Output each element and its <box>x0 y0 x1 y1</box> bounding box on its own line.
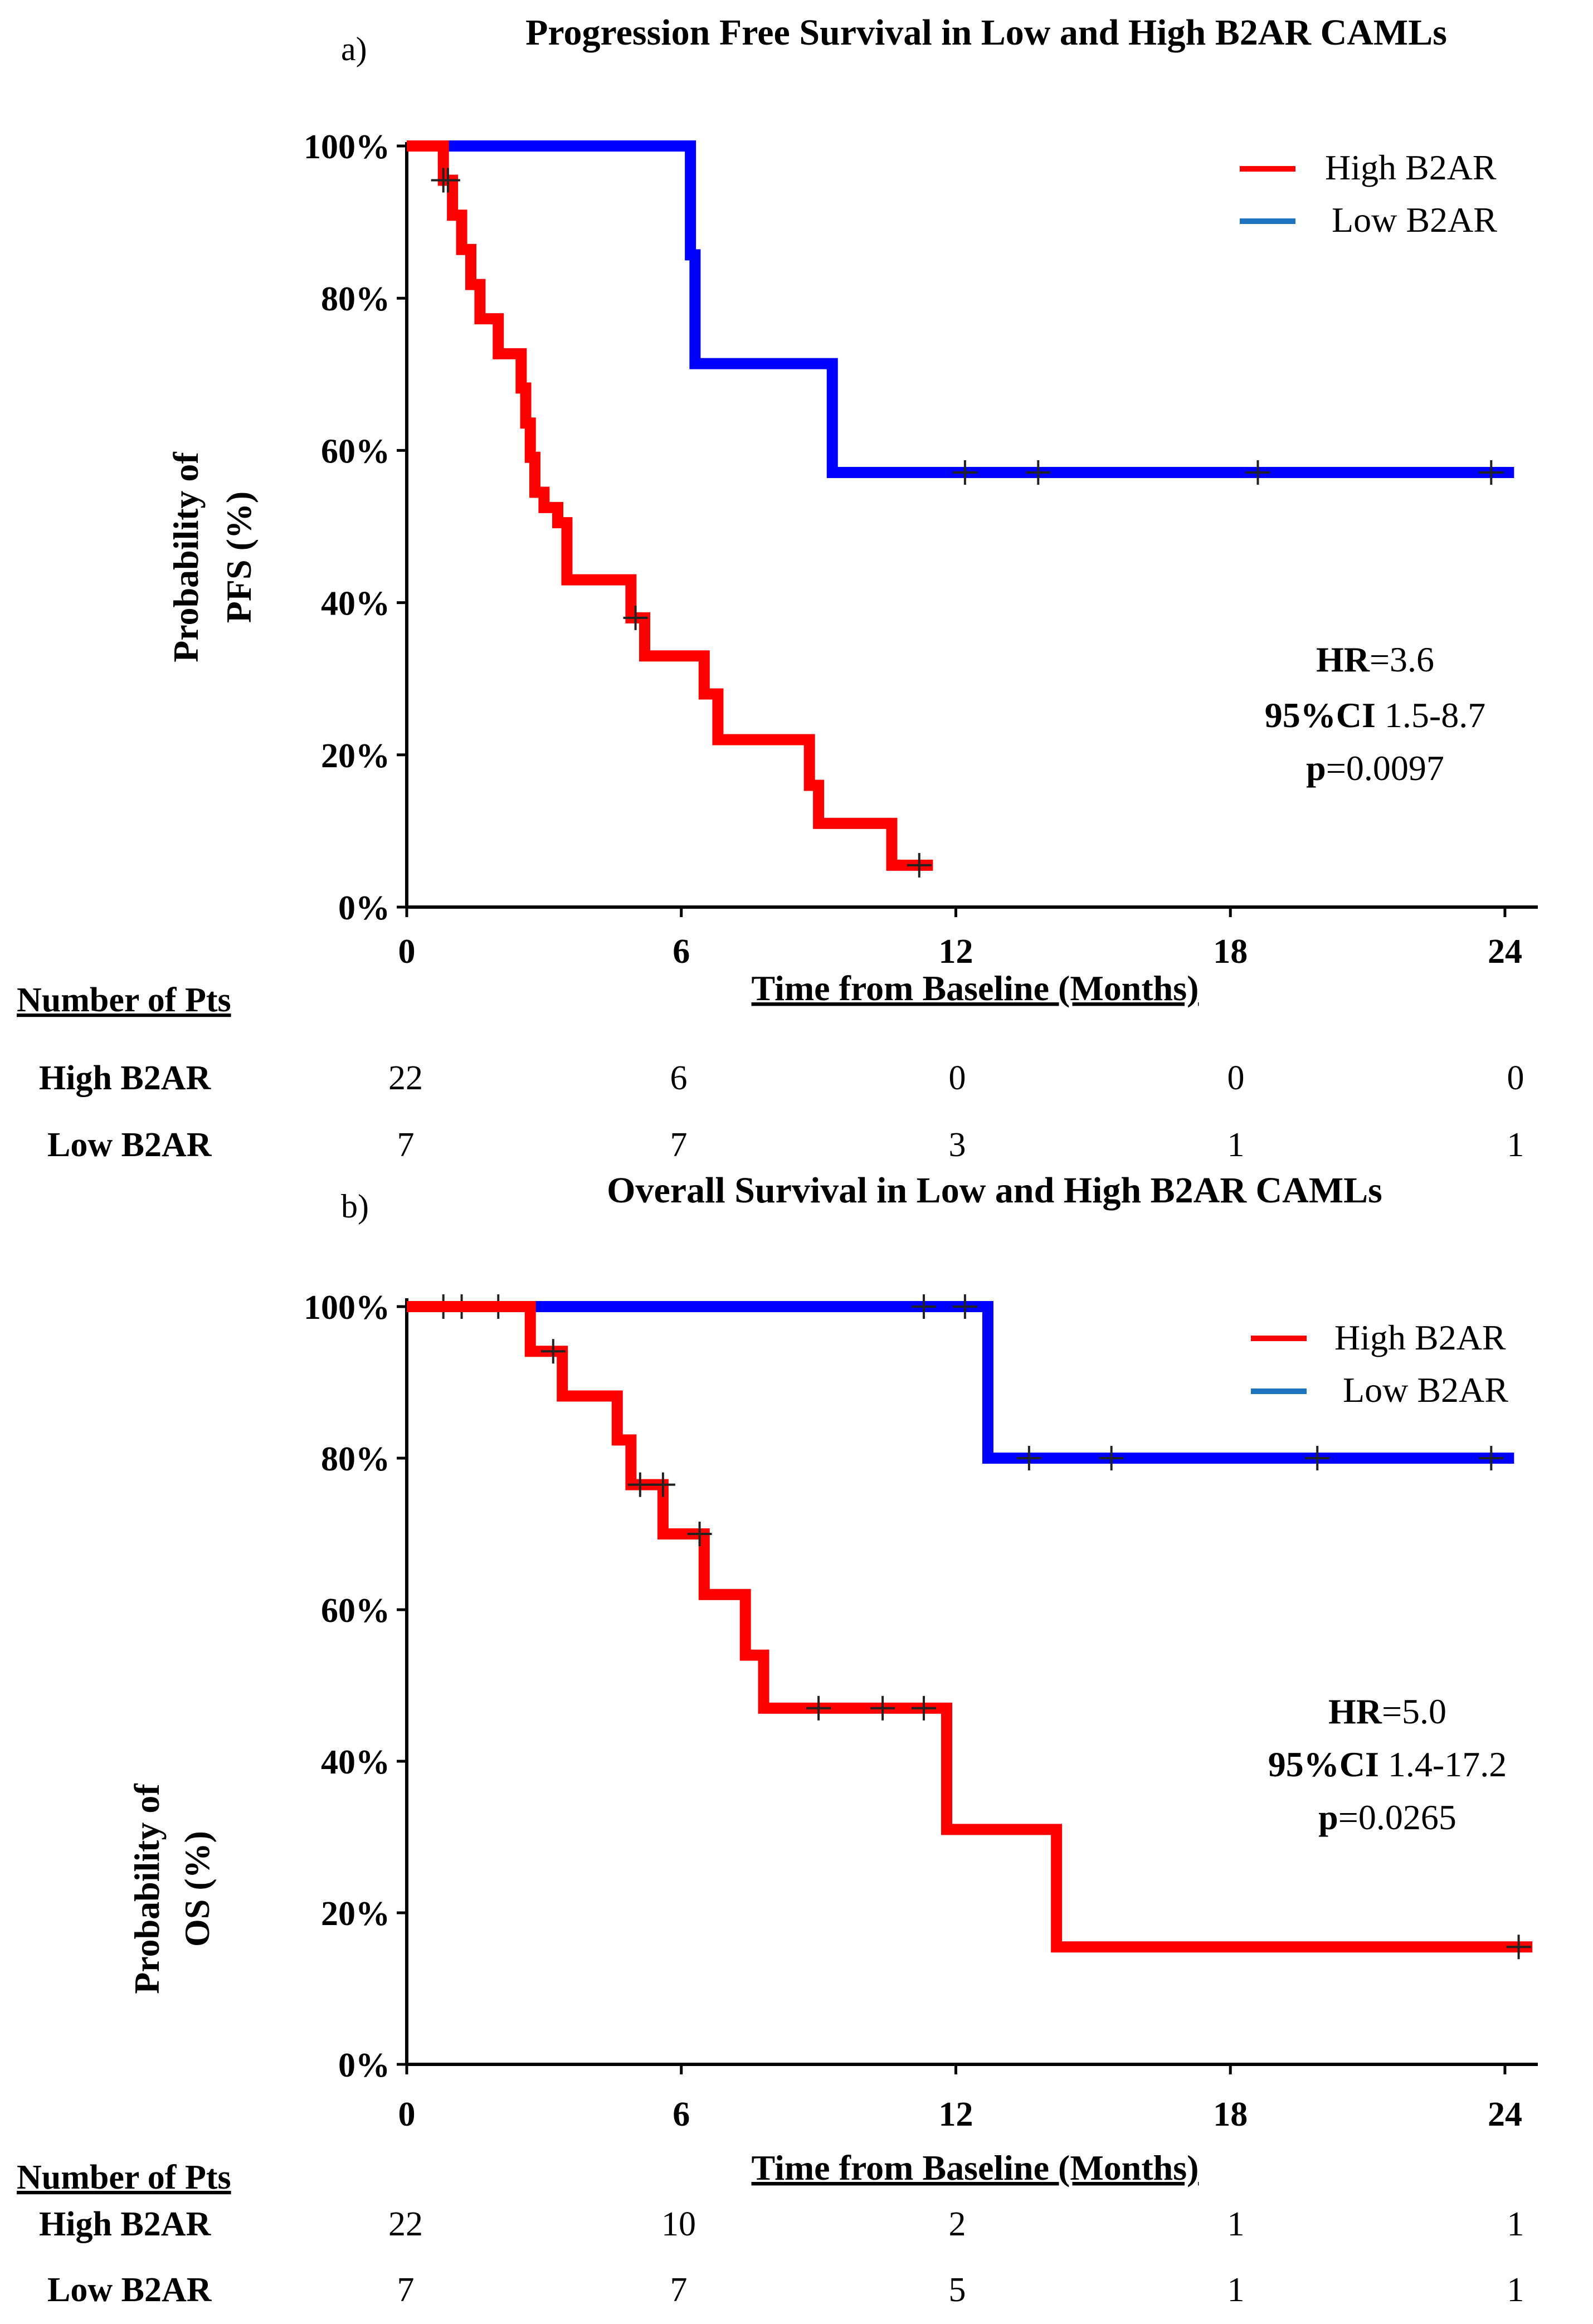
panel-b-risk-high-value: 2 <box>949 2205 966 2243</box>
panel-b-xtick-label: 24 <box>1488 2096 1522 2133</box>
panel-a-xtick-label: 0 <box>398 933 416 971</box>
panel-a-xtick-label: 18 <box>1213 933 1248 971</box>
panel-a-xtick-label: 24 <box>1488 933 1522 971</box>
panel-b-label: b) <box>341 1188 369 1225</box>
panel-b-xtick-label: 6 <box>673 2096 690 2133</box>
panel-a-ylabel-line2: PFS (%) <box>219 491 259 623</box>
panel-a-risk-header: Number of Pts <box>17 981 231 1019</box>
panel-b-risk-row-high-label: High B2AR <box>39 2205 212 2243</box>
panel-a-ytick-label: 20% <box>321 737 390 775</box>
panel-b-risk-row-low-label: Low B2AR <box>47 2271 212 2309</box>
panel-a-ci-value: 1.5-8.7 <box>1376 695 1485 735</box>
panel-a-hr-label: HR <box>1316 640 1370 679</box>
panel-b-risk-high-value: 22 <box>388 2205 423 2243</box>
panel-b-os-chart: b) Overall Survival in Low and High B2AR… <box>17 1170 1538 2309</box>
panel-b-risk-high-value: 1 <box>1507 2205 1524 2243</box>
panel-a-ytick-label: 60% <box>321 432 390 470</box>
panel-b-xtick-label: 18 <box>1213 2096 1248 2133</box>
panel-b-legend: High B2AR Low B2AR <box>1251 1318 1508 1410</box>
panel-a-risk-high-value: 6 <box>670 1059 688 1097</box>
panel-a-high-b2ar-curve <box>407 140 933 871</box>
panel-b-title: Overall Survival in Low and High B2AR CA… <box>607 1170 1382 1211</box>
panel-b-hr: HR=5.0 <box>1328 1692 1446 1731</box>
panel-b-p-label: p <box>1318 1797 1338 1837</box>
panel-b-p-value: =0.0265 <box>1338 1797 1456 1837</box>
panel-a-risk-high-value: 22 <box>388 1059 423 1097</box>
panel-a-risk-low-value: 3 <box>949 1126 966 1164</box>
panel-a-risk-high-value: 0 <box>1507 1059 1524 1097</box>
panel-b-ytick-label: 0% <box>338 2047 390 2084</box>
panel-b-ylabel-line2: OS (%) <box>177 1831 217 1947</box>
panel-b-risk-high-value: 10 <box>661 2205 696 2243</box>
panel-b-hr-label: HR <box>1328 1692 1382 1731</box>
panel-b-xlabel: Time from Baseline (Months) <box>752 2148 1199 2187</box>
panel-b-legend-low-label: Low B2AR <box>1343 1370 1508 1410</box>
panel-a-title: Progression Free Survival in Low and Hig… <box>525 12 1447 53</box>
panel-a-risk-low-value: 1 <box>1507 1126 1524 1164</box>
panel-a-ytick-label: 80% <box>321 280 390 318</box>
panel-b-ci-value: 1.4-17.2 <box>1379 1745 1507 1784</box>
panel-a-hr-value: =3.6 <box>1370 640 1434 679</box>
panel-b-ci: 95%CI 1.4-17.2 <box>1268 1745 1507 1784</box>
panel-a-label: a) <box>341 31 367 67</box>
panel-b-p: p=0.0265 <box>1318 1797 1456 1837</box>
panel-b-risk-low-value: 5 <box>949 2271 966 2309</box>
panel-b-low-b2ar-curve <box>407 1301 1514 1464</box>
panel-a-legend: High B2AR Low B2AR <box>1240 148 1497 240</box>
panel-b-ytick-label: 80% <box>321 1440 390 1478</box>
panel-b-risk-low-value: 7 <box>397 2271 415 2309</box>
panel-a-pfs-chart: a) Progression Free Survival in Low and … <box>17 12 1538 1164</box>
panel-b-ci-label: 95%CI <box>1268 1745 1379 1784</box>
panel-a-legend-high-label: High B2AR <box>1325 148 1497 187</box>
panel-b-high-b2ar-curve <box>407 1301 1533 1953</box>
panel-a-p: p=0.0097 <box>1306 748 1444 788</box>
panel-b-xtick-label: 0 <box>398 2096 416 2133</box>
panel-a-p-value: =0.0097 <box>1326 748 1444 788</box>
panel-a-ytick-label: 100% <box>304 128 390 166</box>
panel-b-risk-high-value: 1 <box>1227 2205 1245 2243</box>
panel-b-xtick-label: 12 <box>938 2096 973 2133</box>
panel-a-ylabel-line1: Probability of <box>166 452 206 662</box>
panel-b-legend-high-label: High B2AR <box>1334 1318 1506 1357</box>
panel-a-risk-low-value: 1 <box>1227 1126 1245 1164</box>
panel-b-ylabel-line1: Probability of <box>127 1784 167 1994</box>
panel-b-hr-value: =5.0 <box>1382 1692 1446 1731</box>
panel-a-ytick-label: 0% <box>338 889 390 927</box>
panel-a-risk-low-value: 7 <box>670 1126 688 1164</box>
panel-b-risk-low-value: 7 <box>670 2271 688 2309</box>
panel-a-p-label: p <box>1306 748 1326 788</box>
panel-a-ci-label: 95%CI <box>1265 695 1376 735</box>
panel-a-risk-row-low-label: Low B2AR <box>47 1126 212 1164</box>
panel-a-legend-low-label: Low B2AR <box>1332 200 1497 240</box>
panel-a-xtick-label: 6 <box>673 933 690 971</box>
panel-b-ytick-label: 60% <box>321 1592 390 1630</box>
panel-a-ytick-label: 40% <box>321 585 390 623</box>
panel-a-xtick-label: 12 <box>938 933 973 971</box>
panel-a-xlabel: Time from Baseline (Months) <box>752 968 1199 1008</box>
panel-b-ytick-label: 20% <box>321 1895 390 1933</box>
panel-a-ci: 95%CI 1.5-8.7 <box>1265 695 1485 735</box>
panel-b-risk-low-value: 1 <box>1507 2271 1524 2309</box>
panel-a-low-b2ar-curve <box>407 140 1514 479</box>
panel-b-risk-low-value: 1 <box>1227 2271 1245 2309</box>
panel-a-risk-low-value: 7 <box>397 1126 415 1164</box>
panel-a-risk-high-value: 0 <box>1227 1059 1245 1097</box>
panel-b-risk-header: Number of Pts <box>17 2159 231 2196</box>
panel-a-hr: HR=3.6 <box>1316 640 1434 679</box>
panel-a-risk-high-value: 0 <box>949 1059 966 1097</box>
panel-b-ytick-label: 40% <box>321 1743 390 1781</box>
panel-b-ytick-label: 100% <box>304 1289 390 1327</box>
panel-a-risk-row-high-label: High B2AR <box>39 1059 212 1097</box>
